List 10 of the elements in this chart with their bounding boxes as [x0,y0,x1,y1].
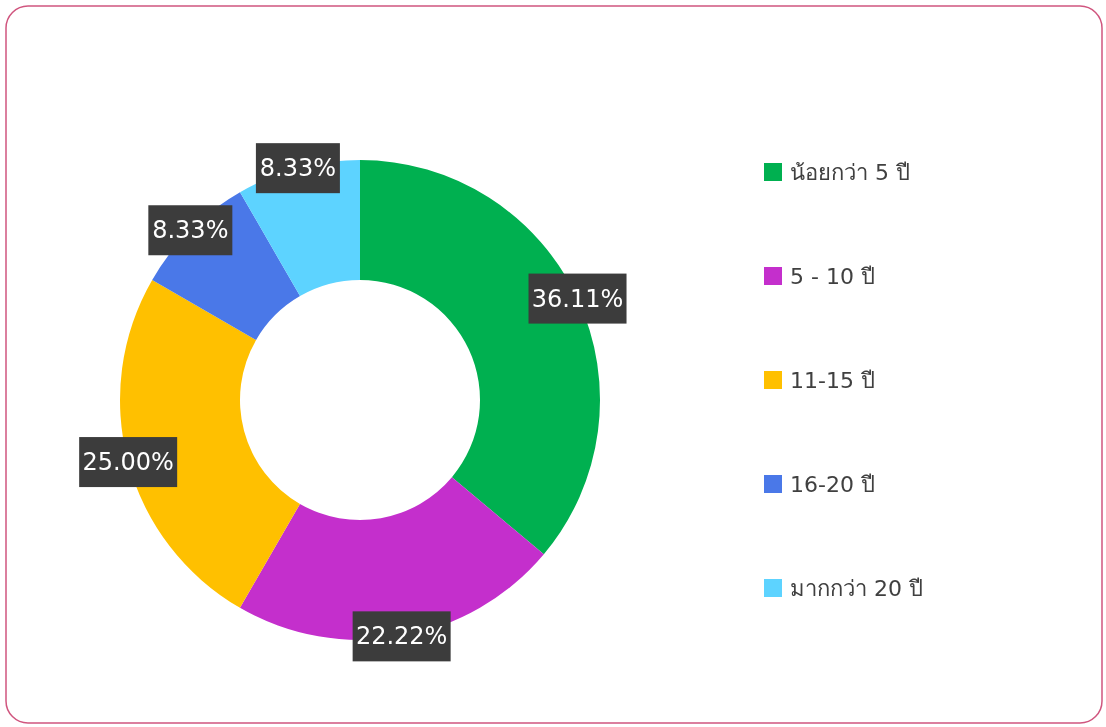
legend-label: มากกว่า 20 ปี [790,575,923,601]
data-label: 25.00% [82,448,174,477]
legend-label: 11-15 ปี [790,367,875,393]
legend-label: น้อยกว่า 5 ปี [790,159,910,185]
legend-label: 16-20 ปี [790,471,875,497]
legend-label: 5 - 10 ปี [790,263,875,289]
data-label: 36.11% [531,284,624,313]
data-label: 22.22% [355,622,448,651]
data-label: 8.33% [259,154,337,183]
data-label: 8.33% [152,216,229,245]
